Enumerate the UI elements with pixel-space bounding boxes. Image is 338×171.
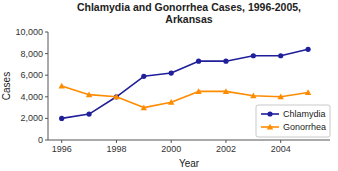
point <box>223 59 228 64</box>
point <box>305 89 311 95</box>
legend: Chlamydia Gonorrhea <box>256 105 330 137</box>
x-tick <box>171 140 172 143</box>
y-tick <box>45 53 48 54</box>
x-tick <box>116 140 117 143</box>
y-tick <box>45 75 48 76</box>
point <box>58 83 64 89</box>
axes: 1996 1998 2000 2002 2004 0 2,000 4,000 6,000 8,00… <box>15 27 330 154</box>
line <box>62 86 308 108</box>
point <box>168 99 174 105</box>
y-axis-line <box>48 32 49 140</box>
point <box>251 53 256 58</box>
x-axis-line <box>48 140 330 141</box>
point <box>278 53 283 58</box>
point <box>250 93 256 99</box>
legend-marker <box>267 111 272 116</box>
legend-marker <box>267 124 273 130</box>
point <box>223 88 229 94</box>
y-tick-label: 10,000 <box>15 27 43 37</box>
x-tick <box>280 140 281 143</box>
y-tick-label: 8,000 <box>20 49 43 59</box>
title: Chlamydia and Gonorrhea Cases, 1996-2005… <box>77 1 301 25</box>
y-tick <box>45 140 48 141</box>
legend-label: Gonorrhea <box>283 122 326 132</box>
y-tick-label: 6,000 <box>20 70 43 80</box>
point <box>59 116 64 121</box>
y-tick-label: 0 <box>38 135 43 145</box>
y-tick <box>45 32 48 33</box>
point <box>169 70 174 75</box>
y-tick <box>45 96 48 97</box>
point <box>113 94 119 100</box>
point <box>195 88 201 94</box>
point <box>278 94 284 100</box>
legend-label: Chlamydia <box>283 109 326 119</box>
x-tick-label: 1998 <box>106 144 126 154</box>
point <box>86 111 91 116</box>
x-tick-label: 2002 <box>216 144 236 154</box>
x-tick <box>61 140 62 143</box>
point <box>86 91 92 97</box>
x-tick <box>225 140 226 143</box>
y-tick-label: 2,000 <box>20 113 43 123</box>
y-tick <box>45 118 48 119</box>
x-tick-label: 1996 <box>52 144 72 154</box>
point <box>141 74 146 79</box>
x-tick-label: 2000 <box>161 144 181 154</box>
chart: Chlamydia and Gonorrhea Cases, 1996-2005… <box>0 0 338 171</box>
legend-box <box>256 105 330 137</box>
point <box>141 104 147 110</box>
x-tick-label: 2004 <box>271 144 291 154</box>
point <box>196 59 201 64</box>
point <box>305 47 310 52</box>
x-axis-label: Year <box>179 158 200 169</box>
y-axis-label: Cases <box>1 72 12 100</box>
y-tick-label: 4,000 <box>20 92 43 102</box>
